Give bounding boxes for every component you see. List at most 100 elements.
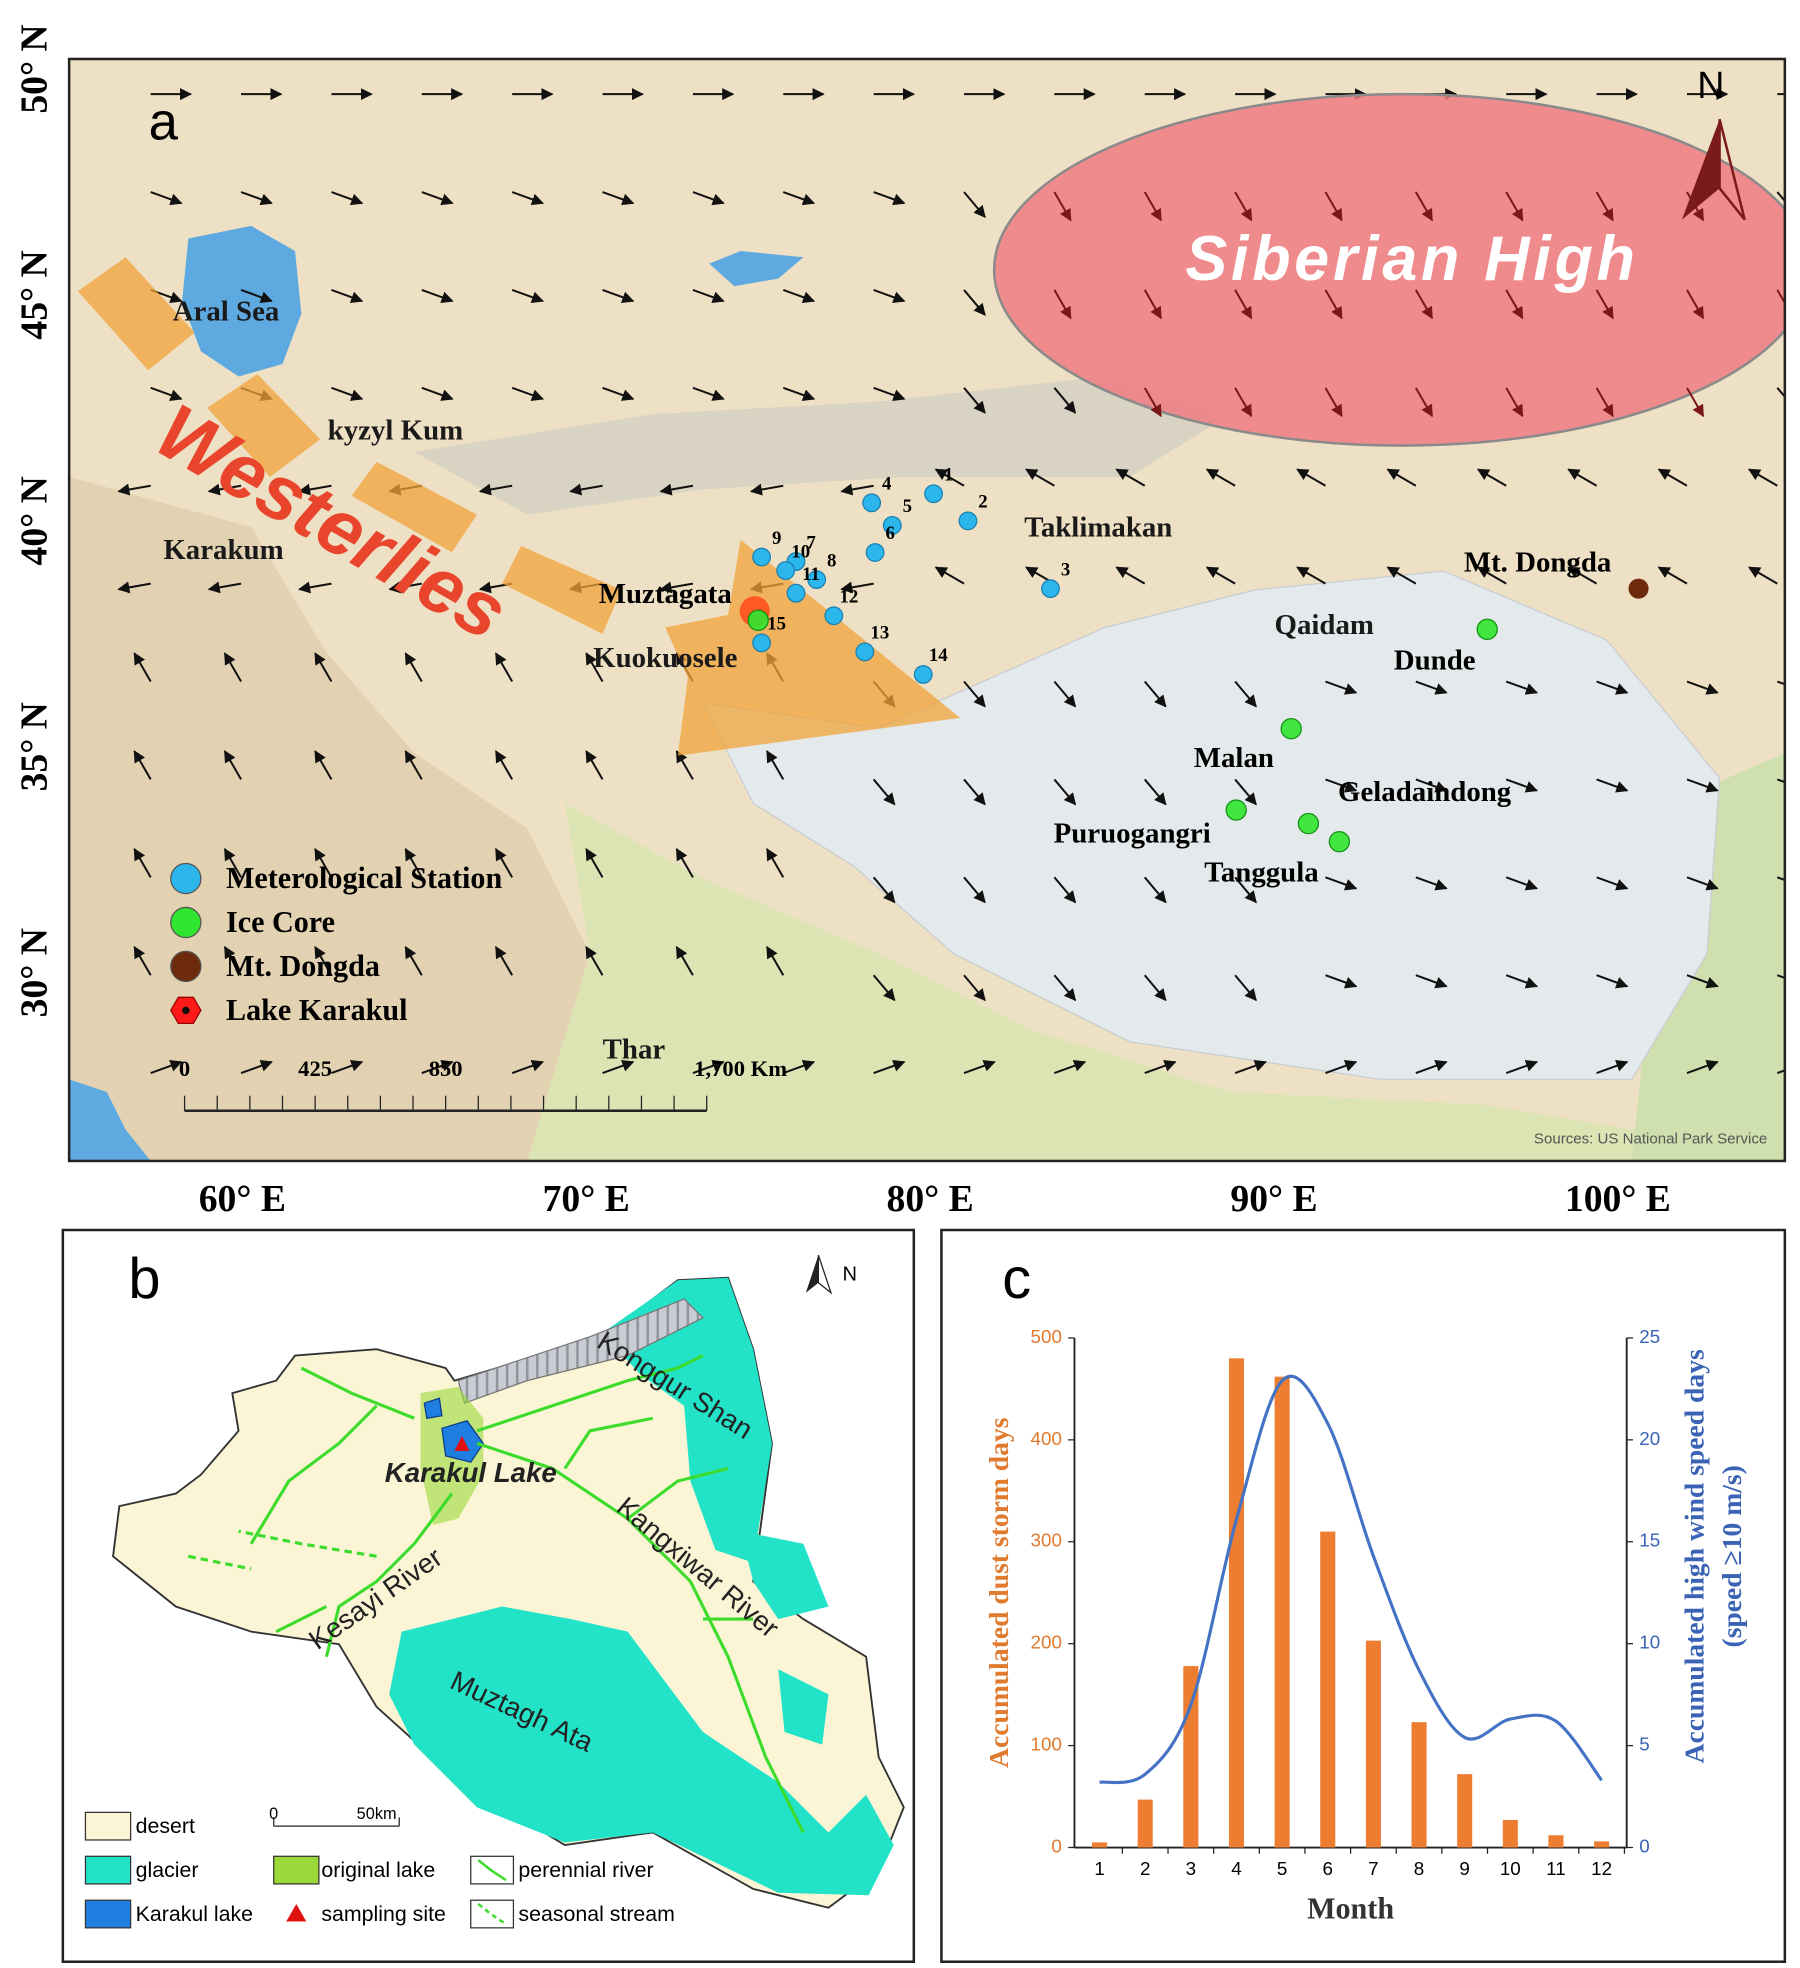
river: [476, 1354, 704, 1433]
wind-arrow: [511, 191, 544, 206]
wind-arrow: [1234, 289, 1253, 320]
wind-arrow: [314, 750, 333, 780]
bar: [1228, 1358, 1245, 1848]
wind-arrow: [1776, 191, 1785, 203]
station-label: 6: [885, 523, 894, 544]
panel-c-frame: [940, 1228, 1787, 1963]
wind-arrow: [963, 876, 986, 904]
wind-arrow: [873, 288, 906, 304]
wind-arrow: [1686, 974, 1719, 989]
wind-arrow: [1386, 468, 1417, 487]
station-label: 9: [772, 528, 781, 549]
wind-arrow: [1505, 876, 1539, 891]
westerlies-dash: [502, 545, 622, 634]
wind-arrow: [1776, 680, 1785, 686]
wind-arrow: [223, 945, 242, 976]
wind-arrow: [1386, 566, 1417, 585]
wind-arrow: [602, 288, 635, 304]
westerlies-dash: [351, 461, 478, 553]
wind-arrow: [873, 1059, 906, 1075]
x-tick-label: 5: [1277, 1858, 1287, 1879]
y-tick-label: 500: [1031, 1326, 1062, 1347]
wind-arrow: [602, 191, 635, 206]
wind-arrow: [1325, 974, 1358, 989]
wind-arrow: [404, 848, 423, 878]
bar: [1365, 1640, 1381, 1848]
station-label: 3: [1061, 559, 1070, 580]
wind-arrow: [1234, 387, 1253, 418]
wind-arrow: [585, 945, 604, 976]
wind-arrow: [692, 191, 725, 206]
station-label: 1: [944, 464, 953, 485]
wind-arrow: [963, 974, 986, 1002]
wind-arrow: [207, 483, 242, 496]
ice-core: [1225, 799, 1247, 821]
wind-arrow: [298, 483, 332, 496]
map-frame: [67, 57, 1787, 1163]
bar: [1457, 1774, 1473, 1848]
x-tick-label: 9: [1459, 1858, 1469, 1879]
station: [913, 665, 933, 684]
plain: [527, 803, 1785, 1161]
scale-label: 850: [429, 1056, 463, 1081]
wind-arrow: [314, 652, 333, 683]
wind-arrow: [1415, 778, 1448, 793]
wind-arrow: [331, 191, 364, 206]
wind-arrow: [963, 1059, 996, 1075]
wind-arrow: [1415, 974, 1448, 989]
station: [776, 561, 796, 580]
wind-arrow: [1776, 1069, 1785, 1075]
station-label: 4: [882, 474, 892, 495]
wind-arrow: [1595, 387, 1614, 418]
legend-marker: [84, 1855, 132, 1885]
wind-arrow: [133, 750, 152, 780]
ice-core: [1280, 718, 1302, 740]
wind-arrow: [1205, 566, 1236, 585]
wind-arrow: [1776, 387, 1785, 399]
wind-arrow: [223, 848, 242, 878]
wind-arrow: [602, 1059, 635, 1075]
glacier: [389, 1606, 894, 1896]
wind-arrow: [1143, 387, 1162, 418]
x-tick-label: 8: [1414, 1858, 1424, 1879]
wind-arrow: [1324, 387, 1343, 418]
station-label: 14: [929, 645, 948, 666]
wind-arrow: [1596, 974, 1629, 989]
river: [324, 1492, 454, 1658]
y-tick-label: 300: [1031, 1530, 1062, 1551]
wind-arrow: [1234, 778, 1257, 806]
wind-arrow: [388, 581, 422, 594]
y2-tick-label: 20: [1639, 1428, 1660, 1449]
lat-tick-label: 50° N: [13, 24, 55, 113]
ice-core-label: Tanggula: [1204, 856, 1318, 888]
wind-arrow: [421, 288, 454, 304]
wind-arrow: [1567, 468, 1598, 487]
wind-arrow: [117, 581, 151, 594]
scale-label: 0: [269, 1805, 278, 1823]
wind-arrow: [478, 483, 513, 496]
station: [865, 543, 885, 562]
wind-arrow: [782, 288, 816, 304]
wind-arrow: [1325, 1059, 1358, 1075]
westerlies-arrow: [665, 539, 961, 756]
wind-arrow: [1415, 876, 1448, 891]
station-label: 5: [903, 496, 912, 517]
wind-arrow: [1686, 1059, 1719, 1075]
wind-arrow: [1234, 876, 1257, 904]
wind-arrow: [1657, 468, 1688, 487]
region-label: Thar: [603, 1033, 666, 1065]
wind-arrow: [1054, 1059, 1087, 1075]
legend-label: desert: [136, 1814, 195, 1838]
wind-arrow: [963, 289, 986, 316]
north-label: N: [843, 1263, 858, 1285]
wind-arrow: [1476, 566, 1507, 585]
ice-core: [1328, 831, 1351, 853]
wind-arrow: [223, 652, 242, 683]
wind-arrow: [1505, 778, 1539, 793]
legend-marker: [84, 1811, 132, 1841]
wind-arrow: [766, 848, 785, 878]
wind-arrow: [1414, 387, 1434, 418]
wind-arrow: [873, 191, 906, 206]
wind-arrow: [511, 386, 544, 401]
